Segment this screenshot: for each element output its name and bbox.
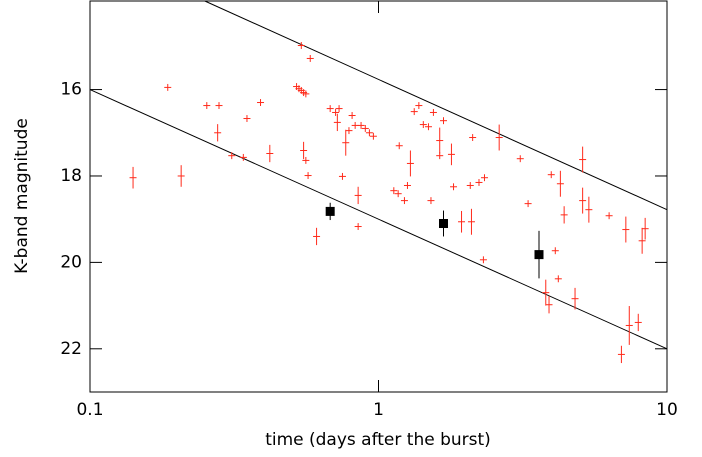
data-point: [439, 219, 449, 229]
model-line: [204, 0, 668, 211]
data-point: [325, 206, 335, 216]
y-tick-label: 16: [60, 80, 82, 100]
x-tick-label: 10: [656, 400, 678, 420]
x-tick-label: 1: [373, 400, 384, 420]
x-tick-label: 0.1: [76, 400, 103, 420]
data-point: [534, 250, 544, 260]
y-tick-label: 22: [60, 339, 82, 359]
plot-frame: [89, 0, 668, 393]
y-axis-label: K-band magnitude: [12, 118, 32, 274]
x-axis-label: time (days after the burst): [265, 430, 491, 450]
model-line: [89, 89, 668, 350]
y-tick-label: 18: [60, 166, 82, 186]
y-tick-label: 20: [60, 252, 82, 272]
